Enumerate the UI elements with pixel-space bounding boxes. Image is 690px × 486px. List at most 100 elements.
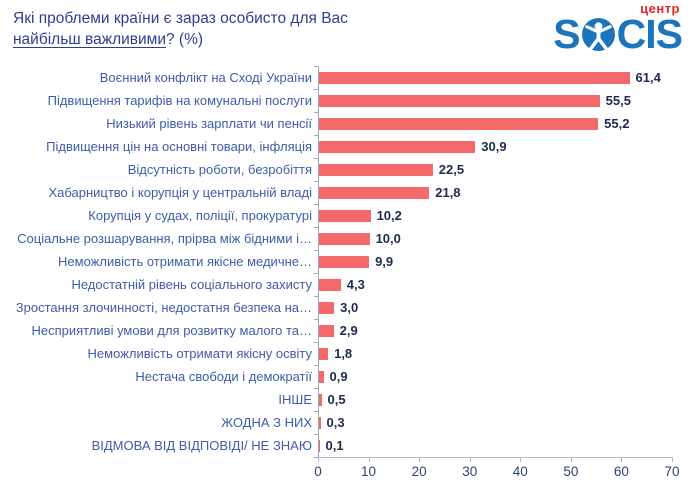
bar (319, 163, 433, 176)
x-axis-tick (469, 458, 471, 462)
bar (319, 301, 335, 314)
bar-row: Низький рівень зарплати чи пенсії 55,2 (106, 112, 673, 135)
bar-row: Зростання злочинності, недостатня безпек… (16, 296, 673, 319)
y-axis-tick (313, 457, 319, 458)
category-label: Неможливість отримати якісну освіту (87, 346, 312, 361)
bar-row: Неможливість отримати якісне медичне… 9,9 (58, 250, 673, 273)
bar (319, 232, 370, 245)
y-axis-tick (313, 388, 319, 389)
x-axis-tick (520, 458, 522, 462)
value-label: 0,1 (325, 438, 344, 453)
value-label: 61,4 (635, 70, 661, 85)
x-axis: 0 10 20 30 40 50 60 70 (314, 457, 680, 486)
value-label: 22,5 (438, 162, 465, 177)
bar-row: Недостатній рівень соціального захисту 4,… (71, 273, 673, 296)
x-axis-tick (672, 458, 673, 462)
value-label: 30,9 (481, 139, 507, 154)
y-axis-tick (313, 365, 319, 366)
value-label: 0,5 (327, 392, 346, 407)
y-axis-tick (313, 411, 319, 412)
x-axis-tick (318, 458, 319, 462)
chart-title-line2-underlined: найбільш важливими (13, 31, 166, 48)
y-axis-tick (313, 296, 319, 297)
category-label: Воєнний конфлікт на Сході України (99, 70, 312, 85)
y-axis-tick (313, 273, 319, 274)
bar (319, 117, 599, 130)
value-label: 21,8 (435, 185, 461, 200)
value-label: 55,2 (604, 116, 630, 131)
category-label: Підвищення цін на основні товари, інфляц… (46, 139, 312, 154)
y-axis-tick (313, 135, 319, 136)
bar (319, 255, 370, 268)
category-label: Соціальне розшарування, прірва між бідни… (17, 231, 312, 246)
socis-logo: центр S CIS (553, 1, 683, 57)
value-label: 3,0 (340, 300, 359, 315)
value-label: 10,0 (375, 231, 401, 246)
bar-row: Хабарництво і корупція у центральній вла… (48, 181, 673, 204)
bar-row: ІНШЕ 0,5 (278, 388, 673, 411)
bar (319, 278, 341, 291)
category-label: Корупція у судах, поліції, прокуратурі (88, 208, 312, 223)
bar (319, 439, 320, 452)
category-label: Неможливість отримати якісне медичне… (58, 254, 312, 269)
category-label: Недостатній рівень соціального захисту (71, 277, 312, 292)
x-axis-tick-label: 0 (314, 464, 322, 479)
x-axis-tick (419, 458, 421, 462)
y-axis-tick (313, 434, 319, 435)
y-axis-tick (313, 319, 319, 320)
bar-row: Корупція у судах, поліції, прокуратурі 10… (88, 204, 673, 227)
category-label: Підвищення тарифів на комунальні послуги (47, 93, 312, 108)
bar-row: Нестача свободи і демократії 0,9 (135, 365, 673, 388)
y-axis-tick (313, 250, 319, 251)
bar-row: Несприятливі умови для розвитку малого т… (31, 319, 673, 342)
x-axis-tick-label: 30 (462, 464, 478, 479)
category-label: ЖОДНА З НИХ (221, 415, 312, 430)
x-axis-tick (570, 458, 572, 462)
chart-title: Які проблеми країни є зараз особисто для… (13, 8, 443, 50)
bar-row: Неможливість отримати якісну освіту 1,8 (88, 342, 673, 365)
category-label: Нестача свободи і демократії (135, 369, 312, 384)
value-label: 10,2 (376, 208, 402, 223)
x-axis-tick-label: 60 (613, 464, 629, 479)
bar (319, 393, 322, 406)
bar-row: Соціальне розшарування, прірва між бідни… (17, 227, 673, 250)
y-axis-tick (313, 158, 319, 159)
bar (319, 140, 476, 153)
x-axis-tick-label: 40 (512, 464, 528, 479)
bar-row: ЖОДНА З НИХ 0,3 (221, 411, 673, 434)
bar (319, 347, 329, 360)
vitruvian-man-icon (581, 17, 616, 52)
x-axis-tick (621, 458, 623, 462)
bar-row: Підвищення цін на основні товари, інфляц… (46, 135, 673, 158)
bar (319, 186, 430, 199)
y-axis-tick (313, 227, 319, 228)
y-axis-tick (313, 204, 319, 205)
x-axis-tick-label: 70 (664, 464, 680, 479)
logo-socis-text: S CIS (553, 11, 683, 57)
logo-letter-s: S (553, 11, 580, 57)
y-axis-tick (313, 342, 319, 343)
bar (319, 324, 334, 337)
category-label: ВІДМОВА ВІД ВІДПОВІДІ/ НЕ ЗНАЮ (91, 438, 312, 453)
bar (319, 94, 600, 107)
y-axis-tick (313, 66, 319, 67)
value-label: 1,8 (334, 346, 353, 361)
value-label: 0,3 (326, 415, 345, 430)
y-axis-tick (313, 89, 319, 90)
value-label: 9,9 (375, 254, 394, 269)
plot-area: Воєнний конфлікт на Сході України 61,4 Під… (16, 66, 673, 458)
chart-title-line2-rest: ? (%) (165, 31, 204, 48)
value-label: 0,9 (329, 369, 348, 384)
category-label: Зростання злочинності, недостатня безпек… (15, 300, 312, 315)
bar (319, 416, 321, 429)
bar-row: Воєнний конфлікт на Сході України 61,4 (100, 66, 673, 89)
value-label: 2,9 (339, 323, 358, 338)
bar-row: Відсутність роботи, безробіття 22,5 (128, 158, 673, 181)
bar-row: Підвищення тарифів на комунальні послуги… (48, 89, 673, 112)
y-axis-tick (313, 181, 319, 182)
bar (319, 209, 371, 222)
category-label: Низький рівень зарплати чи пенсії (106, 116, 312, 131)
logo-centr-text: центр (640, 1, 680, 16)
category-label: ІНШЕ (278, 392, 312, 407)
